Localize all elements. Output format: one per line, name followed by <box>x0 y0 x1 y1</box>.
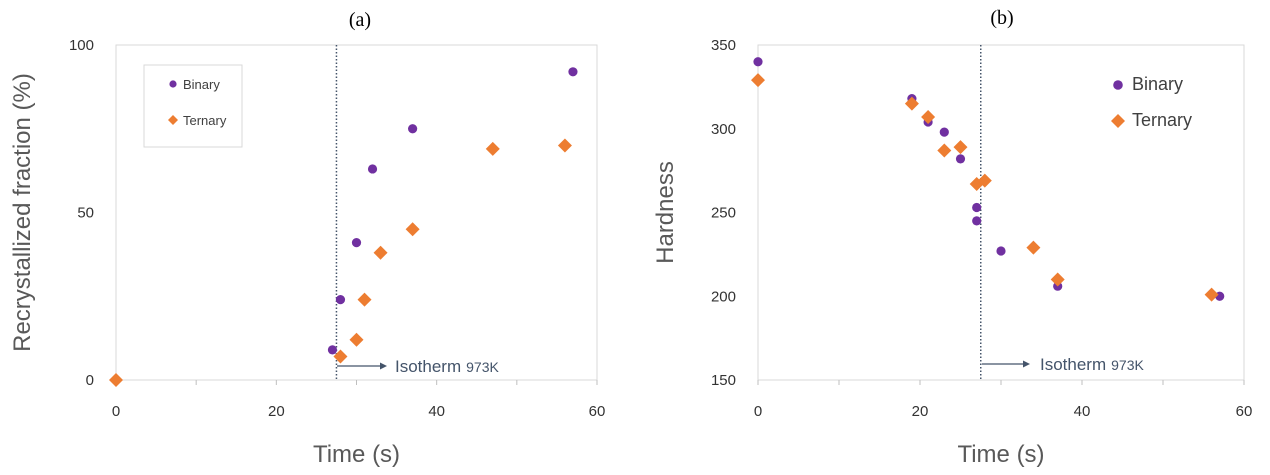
isotherm-text: Isotherm <box>395 357 461 376</box>
y-tick-label: 150 <box>711 372 736 389</box>
data-point-ternary <box>921 110 935 124</box>
x-tick-label: 20 <box>912 403 929 420</box>
legend-marker-ternary <box>1111 114 1125 128</box>
legend-marker-binary <box>1113 80 1123 90</box>
chart-panel-a: (a) 0 20 40 60 0 50 100 Time (s) Recrystallized f… <box>9 9 605 468</box>
legend-item-ternary: Ternary <box>1111 110 1192 130</box>
data-point-binary <box>940 128 949 137</box>
y-tick-label: 200 <box>711 288 736 305</box>
legend-label: Ternary <box>183 113 227 128</box>
y-tick-label: 350 <box>711 37 736 54</box>
data-point-binary <box>336 295 345 304</box>
arrow-head-icon <box>1023 361 1030 368</box>
data-point-ternary <box>905 97 919 111</box>
data-point-binary <box>328 345 337 354</box>
panel-label: (a) <box>349 9 371 31</box>
y-tick-label: 50 <box>77 205 94 222</box>
legend-marker-binary <box>169 80 176 87</box>
x-axis-title: Time (s) <box>957 441 1044 468</box>
data-point-ternary <box>1026 241 1040 255</box>
x-tick-label: 40 <box>428 403 445 420</box>
data-point-binary <box>352 238 361 247</box>
data-point-ternary <box>406 222 420 236</box>
isotherm-label: Isotherm 973K <box>1040 355 1144 374</box>
series-ternary <box>109 139 572 388</box>
isotherm-label: Isotherm 973K <box>395 357 499 376</box>
y-axis-title: Hardness <box>652 161 679 264</box>
data-point-binary <box>568 67 577 76</box>
data-point-ternary <box>937 144 951 158</box>
data-point-ternary <box>109 373 123 387</box>
plot-area <box>758 45 1244 380</box>
panel-label: (b) <box>990 7 1013 29</box>
data-point-ternary <box>350 333 364 347</box>
y-tick-label: 250 <box>711 205 736 222</box>
data-point-binary <box>753 57 762 66</box>
isotherm-text: Isotherm <box>1040 355 1106 374</box>
series-binary <box>328 67 578 354</box>
data-point-binary <box>408 124 417 133</box>
data-point-ternary <box>1051 273 1065 287</box>
legend: Binary Ternary <box>1111 74 1192 130</box>
series-ternary <box>751 73 1219 301</box>
x-tick-label: 60 <box>1236 403 1253 420</box>
data-point-ternary <box>954 140 968 154</box>
data-point-ternary <box>558 139 572 153</box>
x-tick-label: 60 <box>589 403 606 420</box>
x-tick-label: 0 <box>754 403 762 420</box>
data-point-ternary <box>358 293 372 307</box>
x-tick-label: 20 <box>268 403 285 420</box>
data-point-binary <box>956 154 965 163</box>
isotherm-temperature: 973K <box>466 359 499 375</box>
data-point-binary <box>972 216 981 225</box>
data-point-binary <box>368 164 377 173</box>
legend-label: Binary <box>183 77 220 92</box>
arrow-head-icon <box>380 363 387 370</box>
data-point-ternary <box>374 246 388 260</box>
y-axis-title: Recrystallized fraction (%) <box>9 73 36 352</box>
y-tick-label: 0 <box>86 372 94 389</box>
x-axis-title: Time (s) <box>313 441 400 468</box>
x-tick-label: 0 <box>112 403 120 420</box>
legend-label: Binary <box>1132 74 1183 94</box>
isotherm-temperature: 973K <box>1111 357 1144 373</box>
legend-item-binary: Binary <box>1113 74 1183 94</box>
y-tick-label: 300 <box>711 121 736 138</box>
chart-panel-b: (b) 0 20 40 60 150 200 250 300 350 Time (s) Hardnes… <box>652 7 1252 468</box>
data-point-ternary <box>751 73 765 87</box>
x-tick-label: 40 <box>1074 403 1091 420</box>
legend: Binary Ternary <box>144 65 242 147</box>
y-tick-label: 100 <box>69 37 94 54</box>
data-point-binary <box>972 203 981 212</box>
data-point-ternary <box>486 142 500 156</box>
data-point-binary <box>996 246 1005 255</box>
legend-label: Ternary <box>1132 110 1192 130</box>
